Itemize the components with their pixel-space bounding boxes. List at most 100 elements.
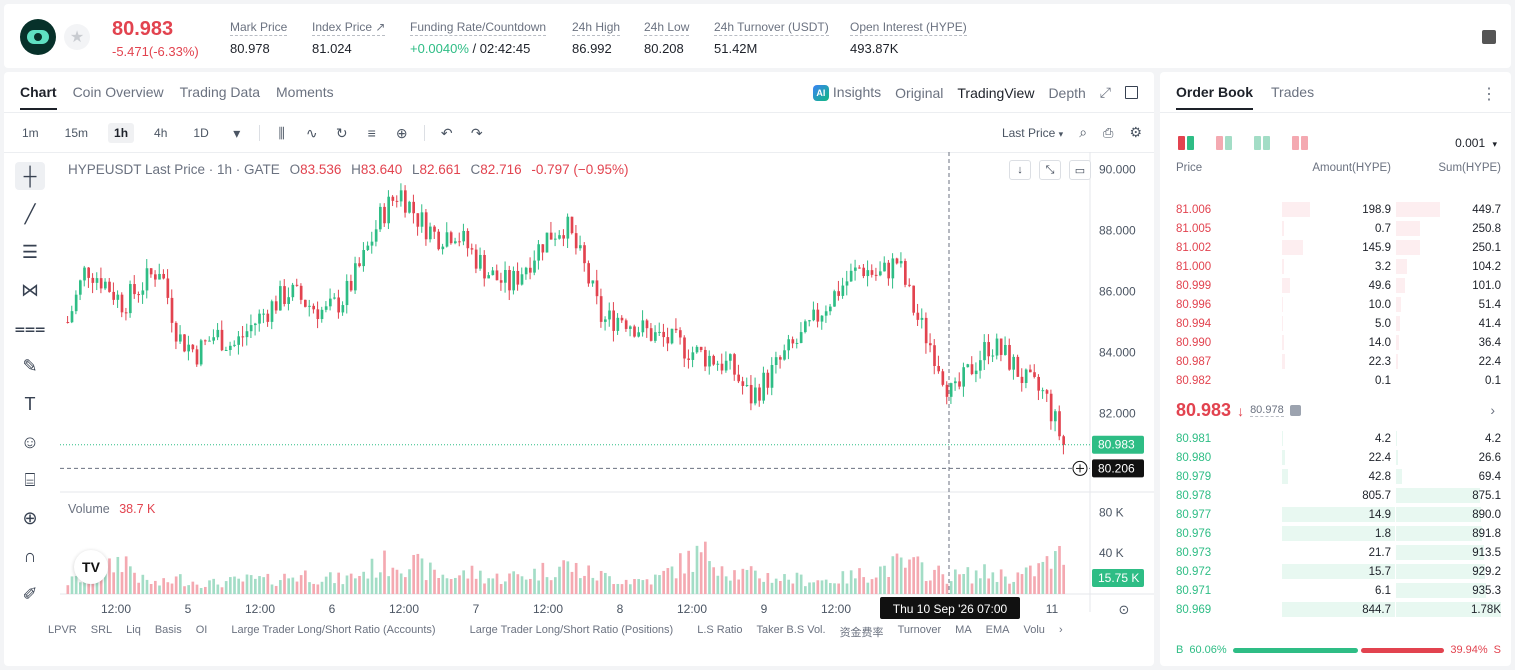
timeframe-1m[interactable]: 1m (22, 126, 39, 140)
bid-row[interactable]: 80.972 15.7 929.2 (1160, 562, 1511, 581)
brush-icon[interactable]: ✎ (22, 355, 38, 376)
mid-price-row[interactable]: 80.983 ↓ 80.978 (1176, 400, 1301, 421)
gear-icon[interactable]: ⚙ (1129, 124, 1142, 140)
undo-icon[interactable]: ↶ (440, 124, 453, 141)
insights-button[interactable]: AI Insights (812, 84, 881, 102)
magnet-icon[interactable]: ∩ (23, 545, 37, 566)
bid-row[interactable]: 80.969 844.7 1.78K (1160, 600, 1511, 619)
mode-bids-icon[interactable] (1254, 136, 1270, 150)
window-icon[interactable] (1125, 86, 1138, 100)
crosshair-icon[interactable]: ┼ (15, 162, 45, 190)
candle-body (374, 229, 378, 242)
ask-row[interactable]: 81.005 0.7 250.8 (1160, 219, 1511, 238)
trendline-icon[interactable]: ╱ (24, 203, 36, 224)
indicator-item[interactable]: MA (955, 624, 972, 636)
camera-icon[interactable]: ⎙ (1103, 124, 1114, 140)
mode-asks-icon[interactable] (1216, 136, 1232, 150)
bid-row[interactable]: 80.977 14.9 890.0 (1160, 505, 1511, 524)
tab-coin-overview[interactable]: Coin Overview (72, 84, 164, 100)
ask-row[interactable]: 81.002 145.9 250.1 (1160, 238, 1511, 257)
scroll-down-icon[interactable]: ↓ (1009, 160, 1031, 180)
chevron-right-icon[interactable]: › (1490, 402, 1495, 418)
search-icon[interactable]: ⌕ (1079, 124, 1088, 140)
indicator-item[interactable]: Taker B.S Vol. (756, 624, 826, 636)
mark-price: 80.978 (1250, 404, 1284, 417)
indicator-item[interactable]: L.S Ratio (697, 624, 743, 636)
candle-body (612, 310, 615, 331)
stat-index-price[interactable]: Index Price ↗ 81.024 (312, 20, 386, 56)
indicator-item[interactable]: OI (195, 624, 208, 636)
tab-moments[interactable]: Moments (276, 84, 334, 100)
indicator-item[interactable]: Large Trader Long/Short Ratio (Positions… (469, 624, 674, 636)
zoom-in-icon[interactable]: ⊕ (22, 507, 38, 528)
expand-icon[interactable]: ⤢ (1099, 84, 1111, 101)
emoji-icon[interactable]: ☺ (20, 431, 40, 452)
candle-body (233, 344, 236, 346)
ask-row[interactable]: 81.000 3.2 104.2 (1160, 257, 1511, 276)
tab-trades[interactable]: Trades (1271, 84, 1315, 100)
bid-row[interactable]: 80.979 42.8 69.4 (1160, 467, 1511, 486)
volume-bar (224, 581, 228, 594)
ruler-icon[interactable]: ⌸ (24, 469, 36, 490)
bid-row[interactable]: 80.973 21.7 913.5 (1160, 543, 1511, 562)
ask-row[interactable]: 80.996 10.0 51.4 (1160, 295, 1511, 314)
indicators-icon[interactable]: ∿ (305, 124, 318, 141)
pencil-lock-icon[interactable]: ✐ (22, 583, 38, 604)
timeframe-1d[interactable]: 1D (193, 126, 209, 140)
mode-sells-icon[interactable] (1292, 136, 1308, 150)
volume-bar (862, 577, 865, 594)
tradingview-logo[interactable]: TV (74, 550, 108, 584)
compare-icon[interactable]: ↻ (335, 124, 348, 141)
bid-row[interactable]: 80.980 22.4 26.6 (1160, 448, 1511, 467)
bid-row[interactable]: 80.978 805.7 875.1 (1160, 486, 1511, 505)
y-tick-label: 84.000 (1099, 346, 1136, 360)
indicator-item[interactable]: Large Trader Long/Short Ratio (Accounts) (231, 624, 436, 636)
templates-icon[interactable]: ≡ (367, 125, 376, 141)
timeframe-1h[interactable]: 1h (108, 123, 135, 143)
indicator-item[interactable]: Turnover (897, 624, 942, 636)
ask-row[interactable]: 80.982 0.1 0.1 (1160, 371, 1511, 390)
indicator-item[interactable]: Liq (126, 624, 141, 636)
candle-type-icon[interactable]: ⫼ (278, 124, 285, 141)
ask-row[interactable]: 80.990 14.0 36.4 (1160, 333, 1511, 352)
ask-row[interactable]: 80.999 49.6 101.0 (1160, 276, 1511, 295)
horizontal-lines-icon[interactable]: ☰ (21, 241, 39, 262)
indicator-item[interactable]: 资金费率 (839, 627, 884, 639)
tab-trading-data[interactable]: Trading Data (179, 84, 261, 100)
indicator-item[interactable]: Basis (154, 624, 182, 636)
view-original[interactable]: Original (895, 84, 944, 101)
bid-row[interactable]: 80.971 6.1 935.3 (1160, 581, 1511, 600)
timeframe-4h[interactable]: 4h (154, 126, 168, 140)
redo-icon[interactable]: ↷ (470, 124, 483, 141)
book-icon[interactable] (1482, 30, 1496, 44)
mode-both-icon[interactable] (1178, 136, 1194, 150)
tab-order-book[interactable]: Order Book (1176, 84, 1254, 110)
indicator-item[interactable]: Volu (1023, 624, 1045, 636)
chevron-down-icon[interactable]: ▾ (233, 124, 241, 141)
bid-row[interactable]: 80.976 1.8 891.8 (1160, 524, 1511, 543)
ask-row[interactable]: 81.006 198.9 449.7 (1160, 200, 1511, 219)
precision-select[interactable]: 0.001 ▾ (1455, 136, 1497, 150)
bid-row[interactable]: 80.981 4.2 4.2 (1160, 429, 1511, 448)
volume-bar (491, 578, 495, 594)
ask-row[interactable]: 80.994 5.0 41.4 (1160, 314, 1511, 333)
collapse-icon[interactable]: ⤡ (1039, 160, 1061, 180)
text-icon[interactable]: T (24, 393, 36, 414)
pattern-icon[interactable]: ⋈ (21, 279, 39, 300)
ask-row[interactable]: 80.987 22.3 22.4 (1160, 352, 1511, 371)
chevron-right-icon[interactable]: › (1058, 624, 1063, 636)
alert-add-icon[interactable]: ⊕ (395, 124, 408, 141)
indicator-item[interactable]: LPVR (48, 624, 77, 636)
view-tradingview[interactable]: TradingView (957, 84, 1035, 101)
timeframe-15m[interactable]: 15m (64, 126, 89, 140)
indicator-item[interactable]: EMA (985, 624, 1010, 636)
fib-icon[interactable]: ⩶ (14, 317, 46, 338)
price-type-select[interactable]: Last Price ▾ (1002, 126, 1063, 140)
favorite-star-icon[interactable]: ★ (64, 24, 90, 50)
indicator-item[interactable]: SRL (90, 624, 113, 636)
more-icon[interactable]: ⋮ (1481, 86, 1497, 103)
maximize-pane-icon[interactable]: ▭ (1069, 160, 1091, 180)
view-depth[interactable]: Depth (1048, 84, 1086, 101)
tab-chart[interactable]: Chart (20, 84, 57, 110)
y-tick-label: 82.000 (1099, 407, 1136, 421)
